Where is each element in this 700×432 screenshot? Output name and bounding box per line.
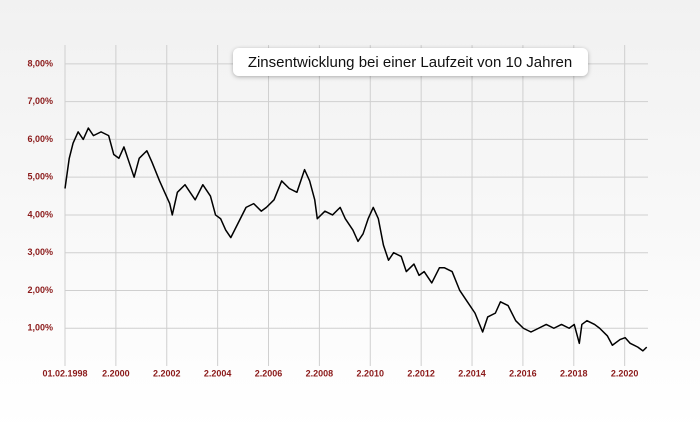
chart-title: Zinsentwicklung bei einer Laufzeit von 1… <box>248 54 572 71</box>
y-tick-label: 3,00% <box>27 247 53 257</box>
x-tick-label: 2.2004 <box>204 368 232 378</box>
y-tick-label: 6,00% <box>27 134 53 144</box>
rate-line <box>64 127 648 352</box>
x-tick-label: 2.2006 <box>255 368 283 378</box>
x-tick-label: 2.2020 <box>611 368 639 378</box>
x-tick-label: 2.2008 <box>306 368 334 378</box>
grid: 1,00% 2,00% 3,00% 4,00% 5,00% 6,00% 7,00% 8,00%… <box>27 45 648 378</box>
x-tick-label: 2.2010 <box>357 368 385 378</box>
x-tick-label: 2.2016 <box>509 368 537 378</box>
x-tick-label: 2.2012 <box>407 368 435 378</box>
x-tick-label: 2.2000 <box>102 368 130 378</box>
y-tick-label: 4,00% <box>27 209 53 219</box>
title-box <box>233 48 588 76</box>
y-tick-label: 1,00% <box>27 323 53 333</box>
y-tick-label: 7,00% <box>27 96 53 106</box>
x-tick-label: 01.02.1998 <box>42 368 87 378</box>
y-tick-label: 5,00% <box>27 172 53 182</box>
y-tick-label: 2,00% <box>27 285 53 295</box>
x-tick-label: 2.2018 <box>560 368 588 378</box>
x-tick-label: 2.2014 <box>458 368 486 378</box>
x-tick-label: 2.2002 <box>153 368 181 378</box>
plot <box>64 127 648 352</box>
y-tick-label: 8,00% <box>27 58 53 68</box>
